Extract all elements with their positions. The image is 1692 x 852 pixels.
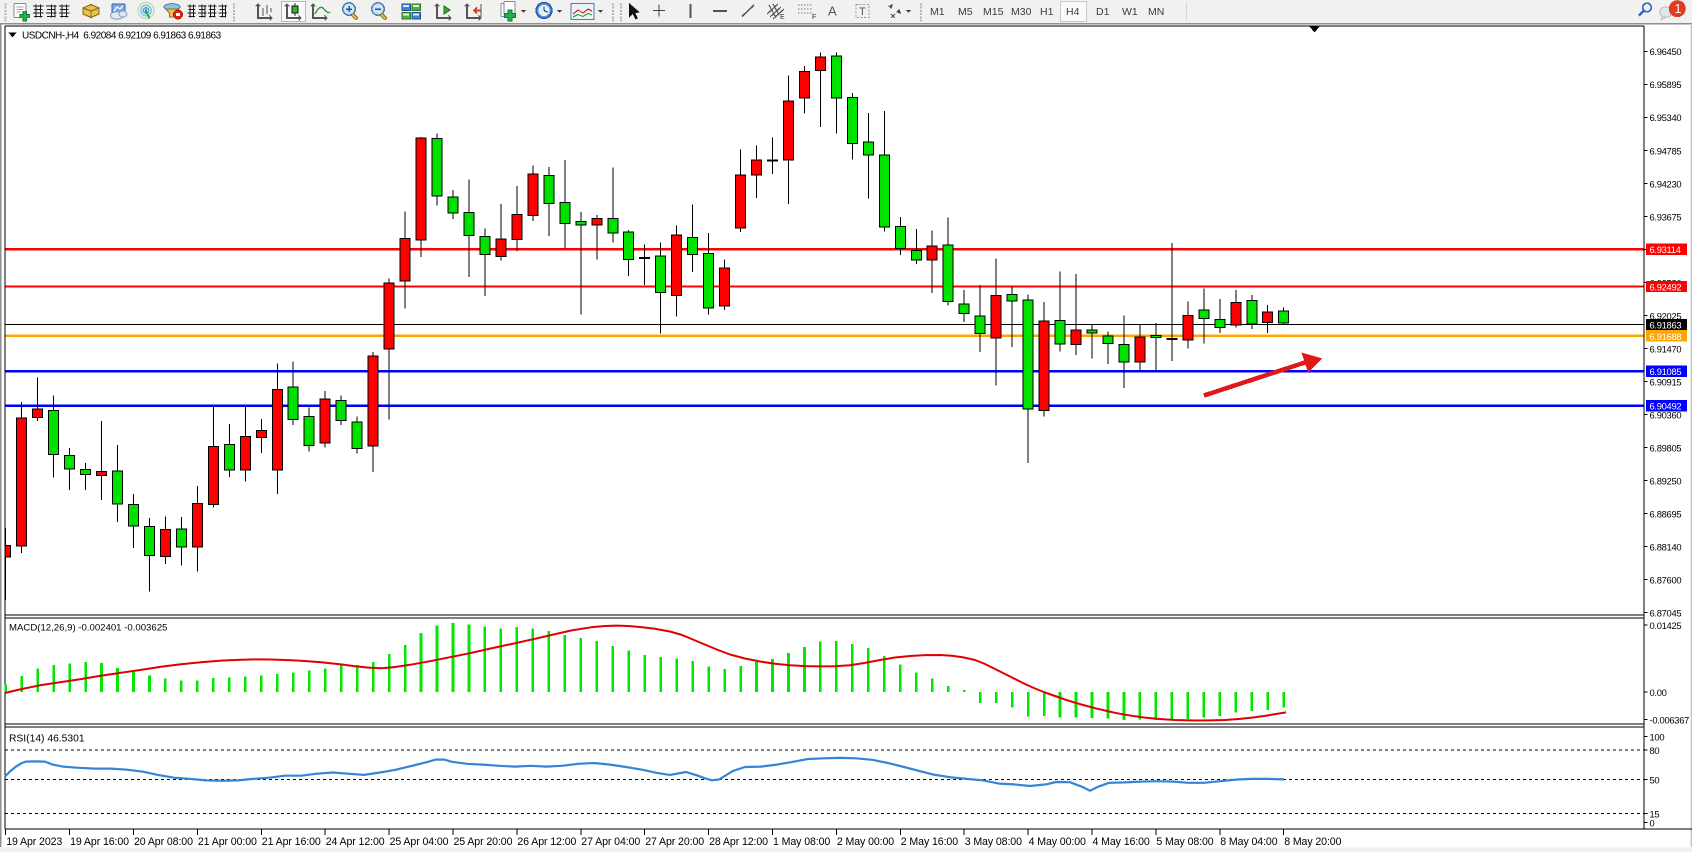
svg-text:4 May 00:00: 4 May 00:00 bbox=[1029, 836, 1086, 848]
svg-text:6.93114: 6.93114 bbox=[1650, 244, 1681, 255]
svg-text:6.91085: 6.91085 bbox=[1650, 366, 1682, 377]
svg-text:RSI(14) 46.5301: RSI(14) 46.5301 bbox=[9, 734, 85, 745]
svg-text:2 May 16:00: 2 May 16:00 bbox=[901, 836, 958, 848]
svg-text:M1: M1 bbox=[930, 6, 945, 18]
svg-text:6.96450: 6.96450 bbox=[1650, 46, 1682, 57]
svg-text:0.00: 0.00 bbox=[1650, 687, 1667, 698]
svg-text:6.95895: 6.95895 bbox=[1650, 79, 1682, 90]
svg-text:1: 1 bbox=[1675, 2, 1682, 16]
svg-text:E: E bbox=[780, 14, 785, 21]
svg-text:0: 0 bbox=[1650, 817, 1655, 828]
svg-text:6.88695: 6.88695 bbox=[1650, 509, 1682, 520]
svg-text:19 Apr 2023: 19 Apr 2023 bbox=[6, 836, 62, 848]
svg-text:6.93675: 6.93675 bbox=[1650, 211, 1682, 222]
svg-text:25 Apr 04:00: 25 Apr 04:00 bbox=[390, 836, 449, 848]
svg-text:25 Apr 20:00: 25 Apr 20:00 bbox=[454, 836, 513, 848]
svg-text:6.91470: 6.91470 bbox=[1650, 343, 1682, 354]
svg-text:H1: H1 bbox=[1040, 6, 1054, 18]
svg-text:100: 100 bbox=[1650, 731, 1665, 742]
svg-text:50: 50 bbox=[1650, 774, 1660, 785]
svg-text:21 Apr 00:00: 21 Apr 00:00 bbox=[198, 836, 257, 848]
svg-text:3 May 08:00: 3 May 08:00 bbox=[965, 836, 1022, 848]
svg-text:19 Apr 16:00: 19 Apr 16:00 bbox=[70, 836, 129, 848]
svg-text:M5: M5 bbox=[958, 6, 973, 18]
svg-text:80: 80 bbox=[1650, 745, 1660, 756]
svg-text:2 May 00:00: 2 May 00:00 bbox=[837, 836, 894, 848]
svg-text:6.91863: 6.91863 bbox=[1650, 319, 1682, 330]
svg-text:T: T bbox=[859, 6, 866, 18]
svg-text:21 Apr 16:00: 21 Apr 16:00 bbox=[262, 836, 321, 848]
svg-text:M30: M30 bbox=[1011, 6, 1032, 18]
svg-text:20 Apr 08:00: 20 Apr 08:00 bbox=[134, 836, 193, 848]
svg-text:24 Apr 12:00: 24 Apr 12:00 bbox=[326, 836, 385, 848]
svg-text:6.90360: 6.90360 bbox=[1650, 409, 1682, 420]
svg-text:6.88140: 6.88140 bbox=[1650, 542, 1682, 553]
svg-text:6.94785: 6.94785 bbox=[1650, 145, 1682, 156]
svg-text:15: 15 bbox=[1650, 808, 1660, 819]
svg-text:6.94230: 6.94230 bbox=[1650, 178, 1682, 189]
svg-text:6.89250: 6.89250 bbox=[1650, 476, 1682, 487]
svg-text:D1: D1 bbox=[1096, 6, 1110, 18]
svg-text:0.01425: 0.01425 bbox=[1650, 620, 1682, 631]
svg-text:6.91688: 6.91688 bbox=[1650, 331, 1682, 342]
svg-text:8 May 04:00: 8 May 04:00 bbox=[1220, 836, 1277, 848]
svg-text:6.87600: 6.87600 bbox=[1650, 575, 1682, 586]
svg-text:USDCNH-,H4 6.92084 6.92109 6.: USDCNH-,H4 6.92084 6.92109 6.91863 6.918… bbox=[22, 31, 222, 42]
svg-text:4 May 16:00: 4 May 16:00 bbox=[1093, 836, 1150, 848]
svg-text:MN: MN bbox=[1148, 6, 1164, 18]
svg-text:W1: W1 bbox=[1122, 6, 1138, 18]
svg-text:8 May 20:00: 8 May 20:00 bbox=[1284, 836, 1341, 848]
svg-text:1 May 08:00: 1 May 08:00 bbox=[773, 836, 830, 848]
svg-text:A: A bbox=[828, 4, 837, 19]
svg-text:F: F bbox=[812, 14, 816, 21]
svg-text:MACD(12,26,9) -0.002401 -0.003: MACD(12,26,9) -0.002401 -0.003625 bbox=[9, 623, 167, 634]
svg-text:6.89805: 6.89805 bbox=[1650, 442, 1682, 453]
svg-text:6.92492: 6.92492 bbox=[1650, 281, 1682, 292]
svg-text:M15: M15 bbox=[983, 6, 1004, 18]
svg-text:6.95340: 6.95340 bbox=[1650, 112, 1682, 123]
svg-text:5 May 08:00: 5 May 08:00 bbox=[1156, 836, 1213, 848]
svg-text:H4: H4 bbox=[1066, 6, 1080, 18]
svg-text:27 Apr 20:00: 27 Apr 20:00 bbox=[645, 836, 704, 848]
svg-text:26 Apr 12:00: 26 Apr 12:00 bbox=[517, 836, 576, 848]
svg-text:27 Apr 04:00: 27 Apr 04:00 bbox=[581, 836, 640, 848]
svg-text:28 Apr 12:00: 28 Apr 12:00 bbox=[709, 836, 768, 848]
svg-text:6.87045: 6.87045 bbox=[1650, 608, 1682, 619]
svg-text:-0.006367: -0.006367 bbox=[1650, 714, 1690, 725]
svg-text:6.92025: 6.92025 bbox=[1650, 310, 1682, 321]
svg-text:6.90915: 6.90915 bbox=[1650, 376, 1682, 387]
svg-text:6.90492: 6.90492 bbox=[1650, 401, 1682, 412]
